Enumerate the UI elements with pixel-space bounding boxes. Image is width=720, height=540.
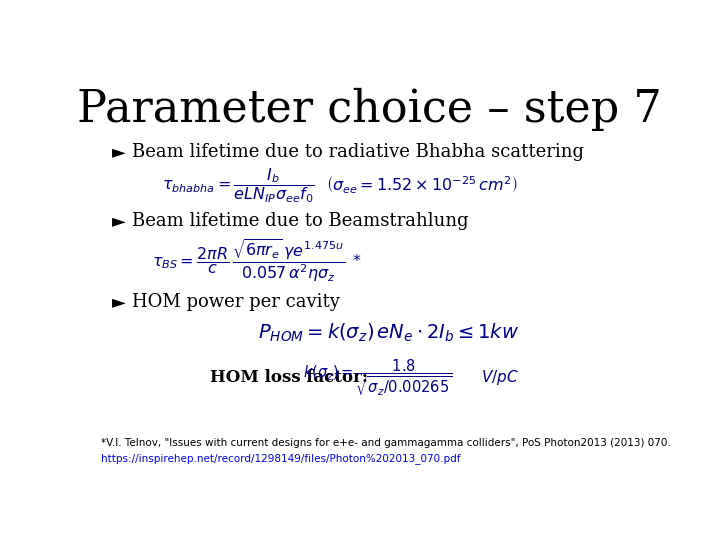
Text: *V.I. Telnov, "Issues with current designs for e+e- and gammagamma colliders", P: *V.I. Telnov, "Issues with current desig…	[101, 438, 671, 448]
Text: ►: ►	[112, 212, 126, 230]
Text: HOM power per cavity: HOM power per cavity	[132, 293, 340, 311]
Text: $V/pC$: $V/pC$	[481, 368, 519, 387]
Text: Beam lifetime due to radiative Bhabha scattering: Beam lifetime due to radiative Bhabha sc…	[132, 143, 584, 161]
Text: HOM loss factor:: HOM loss factor:	[210, 369, 368, 386]
Text: $\left(\sigma_{ee} = 1.52 \times 10^{-25}\,cm^2\right)$: $\left(\sigma_{ee} = 1.52 \times 10^{-25…	[326, 174, 518, 196]
Text: $k(\sigma_z) = \dfrac{1.8}{\sqrt{\sigma_z/0.00265}}$: $k(\sigma_z) = \dfrac{1.8}{\sqrt{\sigma_…	[302, 357, 452, 397]
Text: https://inspirehep.net/record/1298149/files/Photon%202013_070.pdf: https://inspirehep.net/record/1298149/fi…	[101, 454, 461, 464]
Text: $\tau_{bhabha} = \dfrac{I_b}{eLN_{IP}\sigma_{ee}f_0}$: $\tau_{bhabha} = \dfrac{I_b}{eLN_{IP}\si…	[161, 166, 314, 205]
Text: ►: ►	[112, 293, 126, 311]
Text: Beam lifetime due to Beamstrahlung: Beam lifetime due to Beamstrahlung	[132, 212, 469, 230]
Text: ►: ►	[112, 143, 126, 161]
Text: $P_{HOM} = k(\sigma_z)\,eN_e \cdot 2I_b \leq 1kw$: $P_{HOM} = k(\sigma_z)\,eN_e \cdot 2I_b …	[258, 322, 519, 344]
Text: Parameter choice – step 7: Parameter choice – step 7	[76, 87, 662, 131]
Text: $\tau_{BS} = \dfrac{2\pi R}{c}\,\dfrac{\sqrt{6\pi r_e}\,\gamma e^{1.475u}}{0.057: $\tau_{BS} = \dfrac{2\pi R}{c}\,\dfrac{\…	[153, 237, 362, 284]
